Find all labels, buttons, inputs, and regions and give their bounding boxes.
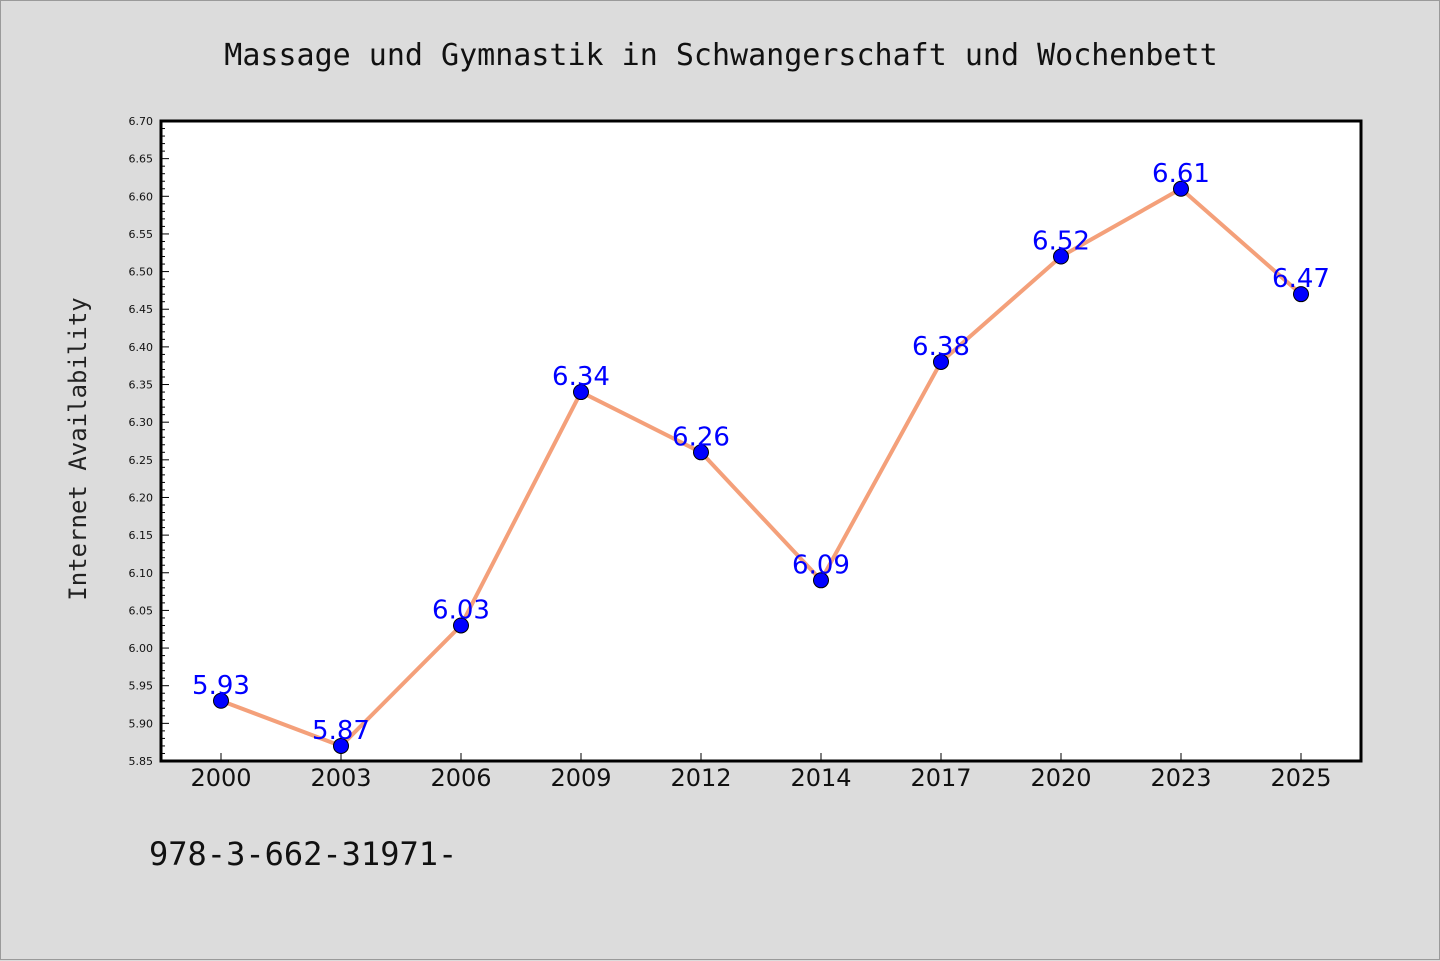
data-label: 6.26: [672, 422, 730, 452]
data-point: [813, 572, 829, 589]
plot-area: [161, 121, 1361, 761]
data-point: [1053, 248, 1069, 265]
y-axis-label: Internet Availability: [64, 297, 92, 600]
y-tick-label: 6.25: [129, 454, 154, 467]
data-point: [693, 444, 709, 461]
data-point: [933, 353, 949, 370]
x-tick-label: 2023: [1150, 764, 1211, 792]
data-point: [573, 384, 589, 401]
y-tick-label: 6.60: [129, 190, 154, 203]
data-point: [1293, 286, 1309, 303]
data-label: 6.61: [1152, 159, 1210, 189]
y-tick-label: 5.90: [129, 717, 154, 730]
data-label: 6.47: [1272, 264, 1330, 294]
x-tick-label: 2020: [1030, 764, 1091, 792]
x-tick-label: 2000: [190, 764, 251, 792]
x-tick-label: 2006: [430, 764, 491, 792]
y-tick-label: 6.45: [129, 303, 154, 316]
y-tick-label: 6.15: [129, 529, 154, 542]
x-tick-label: 2014: [790, 764, 851, 792]
chart-title: Massage und Gymnastik in Schwangerschaft…: [224, 38, 1217, 73]
x-tick-label: 2017: [910, 764, 971, 792]
plot-border: [159, 119, 1363, 763]
y-tick-label: 5.85: [129, 755, 154, 768]
y-tick-label: 6.35: [129, 379, 154, 392]
data-point: [453, 617, 469, 634]
data-labels: 5.93 5.87 6.03 6.34 6.26 6.09 6.38 6.52 6.61 6.47: [192, 159, 1330, 746]
series-layer: [213, 180, 1309, 754]
data-label: 6.09: [792, 550, 850, 580]
data-label: 5.93: [192, 671, 250, 701]
data-point: [213, 692, 229, 709]
y-tick-label: 6.00: [129, 642, 154, 655]
data-point: [1173, 180, 1189, 197]
x-tick-label: 2012: [670, 764, 731, 792]
footnote-isbn: 978-3-662-31971-: [149, 835, 457, 873]
y-tick-label: 6.10: [129, 567, 154, 580]
x-tick-label: 2003: [310, 764, 371, 792]
y-tick-label: 6.55: [129, 228, 154, 241]
x-tick-label: 2009: [550, 764, 611, 792]
data-label: 6.03: [432, 595, 490, 625]
data-label: 6.34: [552, 362, 610, 392]
y-tick-label: 6.30: [129, 416, 154, 429]
data-label: 6.52: [1032, 227, 1090, 257]
y-tick-label: 6.20: [129, 491, 154, 504]
y-tick-label: 5.95: [129, 680, 154, 693]
series-line: [219, 186, 1303, 748]
y-tick-label: 6.40: [129, 341, 154, 354]
y-tick-label: 6.05: [129, 604, 154, 617]
data-label: 6.38: [912, 332, 970, 362]
data-point: [333, 737, 349, 754]
data-label: 5.87: [312, 716, 370, 746]
x-axis-ticks: 2000 2003 2006 2009 2012 2014 2017 2020 2023 2025: [190, 753, 1332, 792]
y-tick-label: 6.70: [129, 115, 154, 128]
x-tick-label: 2025: [1270, 764, 1331, 792]
y-tick-label: 6.50: [129, 266, 154, 279]
y-tick-label: 6.65: [129, 153, 154, 166]
